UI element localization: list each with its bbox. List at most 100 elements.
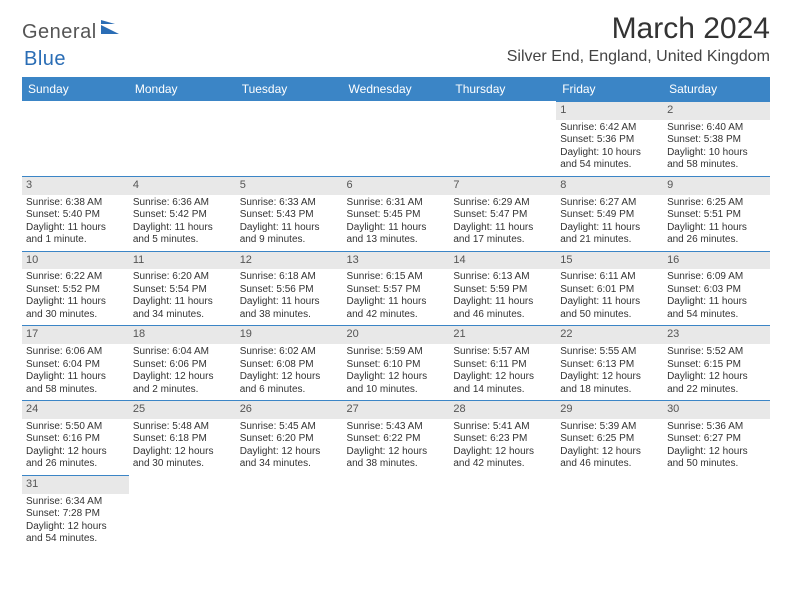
daylight-text: and 54 minutes.: [26, 533, 125, 546]
day-body: Sunrise: 6:04 AMSunset: 6:06 PMDaylight:…: [129, 344, 236, 400]
sunset-text: Sunset: 5:38 PM: [667, 134, 766, 147]
sunset-text: Sunset: 5:56 PM: [240, 284, 339, 297]
day-cell: 7Sunrise: 6:29 AMSunset: 5:47 PMDaylight…: [449, 176, 556, 251]
calendar-week-row: 24 Sunrise: 5:50 AMSunset: 6:16 PM Dayligh…: [22, 400, 770, 475]
sunrise-text: Sunrise: 6:42 AM: [560, 122, 659, 135]
day-body: Sunrise: 5:57 AMSunset: 6:11 PMDaylight:…: [449, 344, 556, 400]
day-body: Sunrise: 5:48 AMSunset: 6:18 PMDaylight:…: [129, 419, 236, 475]
calendar-page: General March 2024 Silver End, England, …: [0, 0, 792, 550]
day-body: Sunrise: 6:11 AMSunset: 6:01 PMDaylight:…: [556, 269, 663, 325]
day-body: Sunrise: 6:38 AMSunset: 5:40 PMDaylight:…: [22, 195, 129, 251]
day-body: Sunrise: 6:42 AMSunset: 5:36 PMDaylight:…: [556, 120, 663, 176]
sunset-text: Sunset: 6:08 PM: [240, 359, 339, 372]
day-body: Sunrise: 5:55 AMSunset: 6:13 PMDaylight:…: [556, 344, 663, 400]
calendar-table: Sunday Monday Tuesday Wednesday Thursday…: [22, 77, 770, 550]
daylight-text: and 38 minutes.: [240, 309, 339, 322]
daylight-text: Daylight: 12 hours: [26, 521, 125, 534]
day-cell: 1Sunrise: 6:42 AMSunset: 5:36 PMDaylight…: [556, 101, 663, 176]
sunrise-text: Sunrise: 6:34 AM: [26, 496, 125, 509]
daylight-text: and 26 minutes.: [667, 234, 766, 247]
daylight-text: Daylight: 12 hours: [133, 371, 232, 384]
day-number: 24: [22, 400, 129, 419]
day-cell: 12Sunrise: 6:18 AMSunset: 5:56 PMDayligh…: [236, 251, 343, 326]
day-number: 20: [343, 325, 450, 344]
day-cell: [129, 101, 236, 176]
sunrise-text: Sunrise: 5:50 AM: [26, 421, 125, 434]
day-number: 13: [343, 251, 450, 270]
day-cell: 13Sunrise: 6:15 AMSunset: 5:57 PMDayligh…: [343, 251, 450, 326]
sunset-text: Sunset: 6:03 PM: [667, 284, 766, 297]
day-number: 8: [556, 176, 663, 195]
day-body: Sunrise: 5:59 AMSunset: 6:10 PMDaylight:…: [343, 344, 450, 400]
day-body: Sunrise: 5:39 AMSunset: 6:25 PMDaylight:…: [556, 419, 663, 475]
daylight-text: and 34 minutes.: [133, 309, 232, 322]
calendar-week-row: 1Sunrise: 6:42 AMSunset: 5:36 PMDaylight…: [22, 101, 770, 176]
dow-header: Friday: [556, 77, 663, 101]
dow-header: Thursday: [449, 77, 556, 101]
day-number: 25: [129, 400, 236, 419]
dow-header: Saturday: [663, 77, 770, 101]
sunset-text: Sunset: 5:36 PM: [560, 134, 659, 147]
day-cell: [343, 101, 450, 176]
day-number: 5: [236, 176, 343, 195]
sunset-text: Sunset: 6:10 PM: [347, 359, 446, 372]
day-cell: 20Sunrise: 5:59 AMSunset: 6:10 PMDayligh…: [343, 325, 450, 400]
day-body: Sunrise: 6:27 AMSunset: 5:49 PMDaylight:…: [556, 195, 663, 251]
day-number: 31: [22, 475, 129, 494]
day-body: Sunrise: 6:18 AMSunset: 5:56 PMDaylight:…: [236, 269, 343, 325]
daylight-text: Daylight: 11 hours: [560, 296, 659, 309]
day-body: Sunrise: 6:31 AMSunset: 5:45 PMDaylight:…: [343, 195, 450, 251]
sunset-text: Sunset: 6:11 PM: [453, 359, 552, 372]
day-number: 2: [663, 101, 770, 120]
sunset-text: Sunset: 6:16 PM: [26, 433, 125, 446]
daylight-text: Daylight: 12 hours: [667, 446, 766, 459]
sunrise-text: Sunrise: 6:38 AM: [26, 197, 125, 210]
day-number: 17: [22, 325, 129, 344]
sunset-text: Sunset: 5:52 PM: [26, 284, 125, 297]
day-number: 6: [343, 176, 450, 195]
day-number: 27: [343, 400, 450, 419]
sunset-text: Sunset: 6:06 PM: [133, 359, 232, 372]
day-cell: 19Sunrise: 6:02 AMSunset: 6:08 PMDayligh…: [236, 325, 343, 400]
calendar-week-row: 31Sunrise: 6:34 AMSunset: 7:28 PMDayligh…: [22, 475, 770, 550]
sunset-text: Sunset: 6:25 PM: [560, 433, 659, 446]
day-body: Sunrise: 6:22 AMSunset: 5:52 PMDaylight:…: [22, 269, 129, 325]
sunrise-text: Sunrise: 5:57 AM: [453, 346, 552, 359]
sunrise-text: Sunrise: 5:41 AM: [453, 421, 552, 434]
calendar-body: 1Sunrise: 6:42 AMSunset: 5:36 PMDaylight…: [22, 101, 770, 550]
day-number: 22: [556, 325, 663, 344]
sunset-text: Sunset: 5:47 PM: [453, 209, 552, 222]
sunrise-text: Sunrise: 5:48 AM: [133, 421, 232, 434]
day-number: 16: [663, 251, 770, 270]
sunrise-text: Sunrise: 6:04 AM: [133, 346, 232, 359]
sunrise-text: Sunrise: 6:31 AM: [347, 197, 446, 210]
sunrise-text: Sunrise: 5:59 AM: [347, 346, 446, 359]
day-number: 10: [22, 251, 129, 270]
sunset-text: Sunset: 6:27 PM: [667, 433, 766, 446]
sunrise-text: Sunrise: 6:18 AM: [240, 271, 339, 284]
day-cell: 27Sunrise: 5:43 AMSunset: 6:22 PMDayligh…: [343, 400, 450, 475]
daylight-text: Daylight: 11 hours: [26, 222, 125, 235]
day-number: 3: [22, 176, 129, 195]
daylight-text: and 13 minutes.: [347, 234, 446, 247]
daylight-text: Daylight: 12 hours: [133, 446, 232, 459]
sunset-text: Sunset: 6:04 PM: [26, 359, 125, 372]
sunrise-text: Sunrise: 5:36 AM: [667, 421, 766, 434]
daylight-text: and 6 minutes.: [240, 384, 339, 397]
daylight-text: Daylight: 11 hours: [240, 222, 339, 235]
daylight-text: Daylight: 11 hours: [26, 296, 125, 309]
daylight-text: and 38 minutes.: [347, 458, 446, 471]
daylight-text: and 46 minutes.: [560, 458, 659, 471]
day-cell: 17Sunrise: 6:06 AMSunset: 6:04 PMDayligh…: [22, 325, 129, 400]
daylight-text: and 17 minutes.: [453, 234, 552, 247]
day-cell: [129, 475, 236, 550]
day-cell: 5Sunrise: 6:33 AMSunset: 5:43 PMDaylight…: [236, 176, 343, 251]
day-number: 4: [129, 176, 236, 195]
daylight-text: Daylight: 12 hours: [347, 371, 446, 384]
daylight-text: and 54 minutes.: [560, 159, 659, 172]
day-cell: [236, 101, 343, 176]
sunset-text: Sunset: 5:42 PM: [133, 209, 232, 222]
daylight-text: and 42 minutes.: [347, 309, 446, 322]
day-cell: [236, 475, 343, 550]
sunset-text: Sunset: 5:49 PM: [560, 209, 659, 222]
